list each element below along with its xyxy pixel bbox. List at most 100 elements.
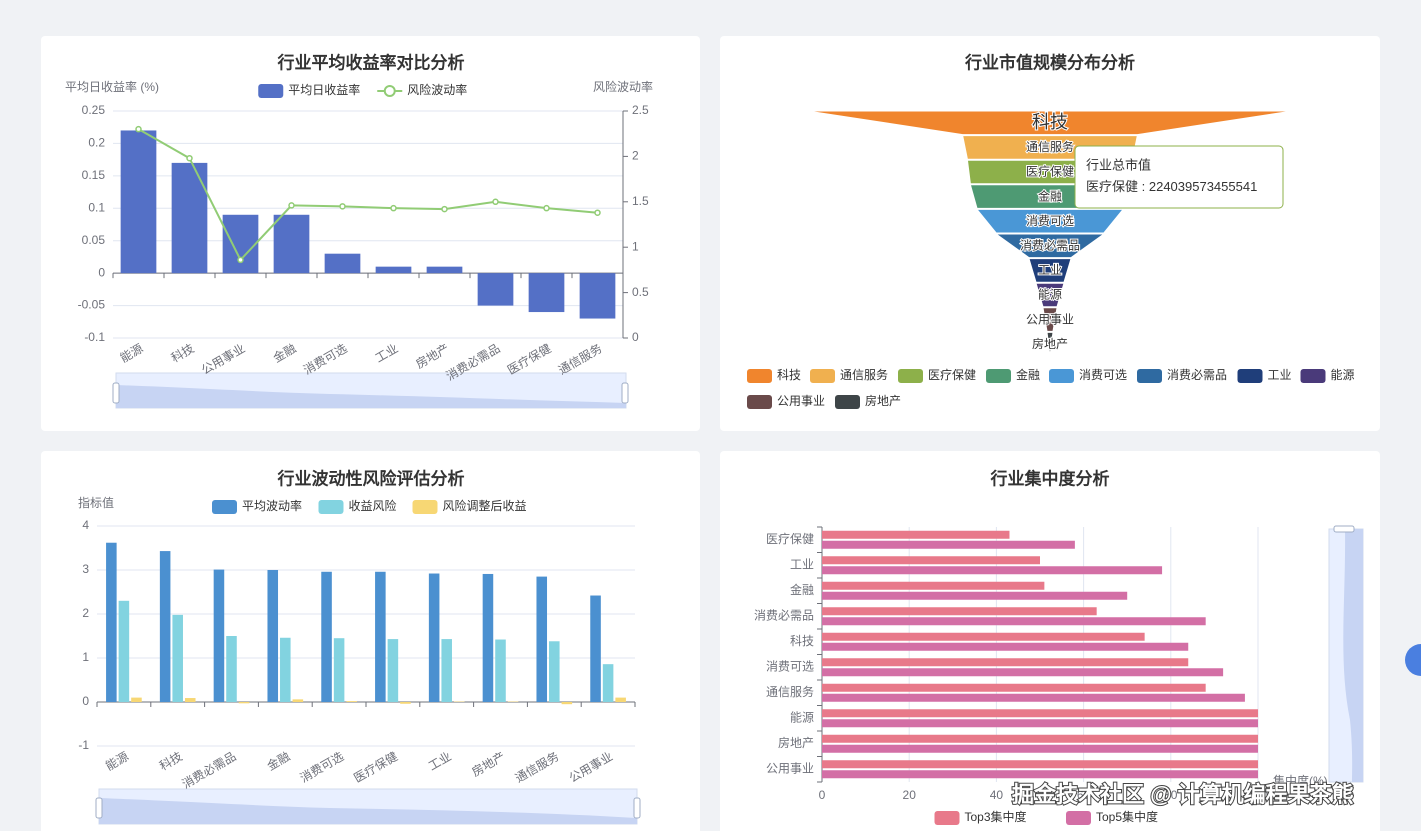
bar bbox=[822, 632, 1145, 641]
bar bbox=[292, 699, 304, 702]
legend-symbol bbox=[747, 395, 772, 409]
x-tick-label: 80 bbox=[1164, 788, 1178, 802]
y2-axis-label: 风险波动率 bbox=[593, 79, 653, 94]
x-tick-label: 100 bbox=[1248, 788, 1268, 802]
y-tick-label: 0.15 bbox=[82, 168, 106, 182]
y-tick-label: 消费必需品 bbox=[754, 608, 814, 622]
slider-handle[interactable] bbox=[112, 382, 120, 404]
y-tick-label: 0.1 bbox=[88, 200, 105, 214]
legend-symbol bbox=[934, 811, 960, 825]
bar bbox=[602, 664, 614, 702]
y2-tick-label: 0 bbox=[632, 330, 639, 344]
legend-symbol bbox=[810, 369, 835, 383]
x-axis-label: 集中度(%) bbox=[1273, 773, 1328, 788]
slider-handle[interactable] bbox=[633, 797, 641, 819]
legend-symbol bbox=[1066, 811, 1091, 825]
line-point bbox=[339, 203, 346, 210]
bar bbox=[238, 702, 250, 704]
bar bbox=[822, 709, 1258, 718]
card bbox=[41, 36, 700, 431]
legend-label: 医疗保健 bbox=[928, 368, 976, 382]
funnel-label: 科技 bbox=[1032, 112, 1068, 132]
bar bbox=[118, 600, 130, 702]
legend-symbol bbox=[258, 84, 284, 98]
funnel-label: 能源 bbox=[1038, 288, 1062, 302]
bar bbox=[482, 573, 494, 702]
funnel-segment bbox=[1042, 307, 1058, 332]
funnel-segment bbox=[1035, 282, 1065, 308]
chart-title: 行业平均收益率对比分析 bbox=[277, 52, 465, 72]
slider-handle[interactable] bbox=[95, 797, 103, 819]
y-tick-label: 2 bbox=[82, 606, 89, 620]
bar bbox=[822, 658, 1189, 667]
bar bbox=[822, 760, 1258, 769]
bar bbox=[822, 566, 1163, 575]
bar bbox=[120, 130, 157, 274]
zoom-slider[interactable] bbox=[112, 372, 629, 409]
y2-tick-label: 1.5 bbox=[632, 194, 649, 208]
bar bbox=[615, 697, 626, 702]
legend-label: Top5集中度 bbox=[1096, 809, 1158, 824]
bar bbox=[822, 668, 1224, 677]
funnel-segment bbox=[807, 110, 1293, 136]
bar bbox=[561, 702, 573, 705]
bar bbox=[822, 530, 1010, 539]
bar bbox=[822, 591, 1128, 600]
line-point bbox=[441, 205, 448, 213]
bar bbox=[495, 639, 506, 702]
line-point bbox=[390, 204, 397, 212]
bar bbox=[324, 253, 361, 274]
bar bbox=[536, 576, 548, 702]
bar bbox=[822, 540, 1075, 549]
bar bbox=[333, 638, 345, 702]
legend-symbol bbox=[1137, 369, 1162, 383]
y-tick-label: 医疗保健 bbox=[766, 532, 814, 546]
bar bbox=[822, 683, 1206, 692]
x-tick-label: 0 bbox=[819, 788, 826, 802]
bar bbox=[590, 595, 601, 702]
bar bbox=[375, 571, 386, 702]
legend-symbol bbox=[212, 500, 237, 514]
legend-symbol bbox=[318, 500, 344, 514]
side-button[interactable] bbox=[1405, 644, 1421, 676]
bar bbox=[159, 551, 171, 702]
funnel-label: 房地产 bbox=[1032, 336, 1068, 351]
chart-title: 行业集中度分析 bbox=[990, 468, 1110, 488]
funnel-segment bbox=[975, 208, 1125, 234]
bar bbox=[822, 607, 1097, 616]
y-tick-label: 0.25 bbox=[82, 103, 106, 117]
bar bbox=[822, 719, 1258, 728]
bar bbox=[822, 556, 1040, 565]
legend-symbol bbox=[1300, 369, 1326, 383]
bar bbox=[428, 573, 440, 702]
legend-label: 消费可选 bbox=[1079, 368, 1127, 382]
funnel-label: 工业 bbox=[1038, 263, 1062, 277]
bar bbox=[822, 642, 1189, 651]
legend-symbol bbox=[412, 500, 438, 514]
y-tick-label: 3 bbox=[82, 562, 89, 576]
y2-tick-label: 2 bbox=[632, 149, 639, 163]
bar bbox=[549, 641, 560, 702]
y-axis-label: 指标值 bbox=[78, 495, 114, 510]
zoom-slider[interactable] bbox=[1328, 525, 1364, 783]
y-tick-label: 4 bbox=[82, 518, 89, 532]
y-tick-label: 能源 bbox=[790, 710, 814, 724]
legend-label: Top3集中度 bbox=[965, 809, 1027, 824]
legend-label: 工业 bbox=[1268, 368, 1292, 382]
y-tick-label: 0 bbox=[82, 694, 89, 708]
bar bbox=[822, 734, 1258, 743]
slider-handle[interactable] bbox=[1333, 525, 1355, 533]
y-tick-label: 通信服务 bbox=[766, 684, 814, 699]
bar bbox=[822, 617, 1206, 626]
legend-symbol bbox=[898, 369, 923, 383]
x-tick-label: 20 bbox=[903, 788, 917, 802]
chart-title: 行业波动性风险评估分析 bbox=[277, 468, 465, 488]
slider-handle[interactable] bbox=[621, 382, 629, 404]
chart-title: 行业市值规模分布分析 bbox=[964, 52, 1135, 72]
y-axis-label: 平均日收益率 (%) bbox=[65, 79, 159, 94]
legend-label: 平均日收益率 bbox=[288, 82, 360, 97]
bar bbox=[267, 570, 279, 702]
zoom-slider[interactable] bbox=[95, 788, 641, 825]
bar bbox=[822, 693, 1245, 702]
